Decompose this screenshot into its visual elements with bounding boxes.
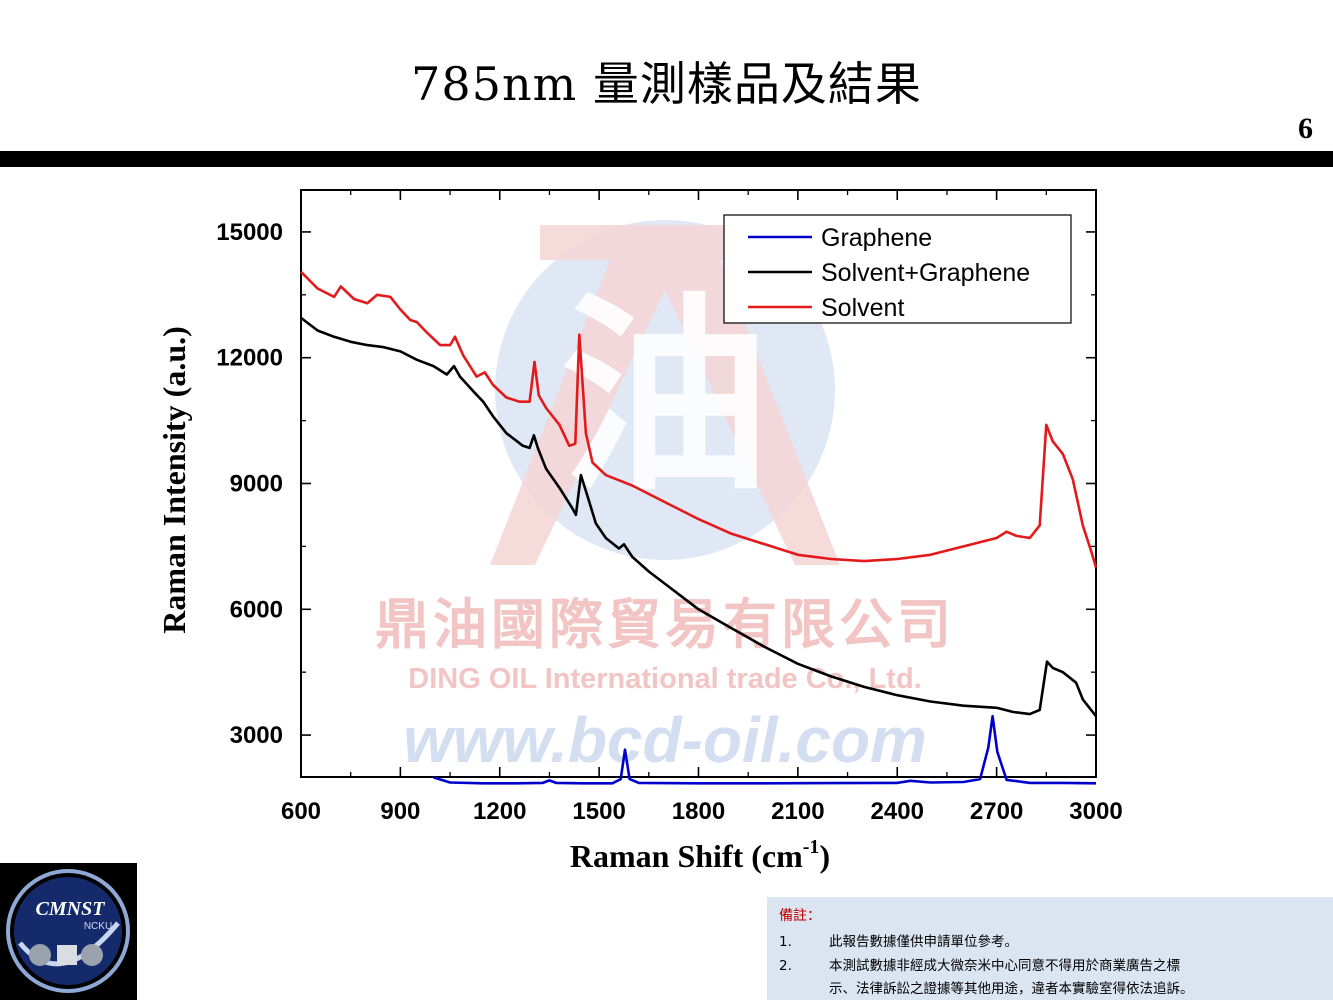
- y-tick-label: 15000: [216, 219, 283, 246]
- page-number: 6: [1298, 112, 1313, 145]
- legend-label-solvent: Solvent: [821, 294, 904, 322]
- x-axis-label: Raman Shift (cm-1): [570, 836, 830, 874]
- logo-subtext: NCKU: [84, 921, 112, 932]
- x-tick-label: 2700: [970, 798, 1023, 825]
- watermark-company-zh: 鼎油國際貿易有限公司: [375, 593, 955, 656]
- y-tick-label: 3000: [230, 722, 283, 749]
- x-tick-label: 1500: [572, 798, 625, 825]
- x-tick-label: 600: [281, 798, 321, 825]
- note-item-number: 1.: [779, 934, 792, 950]
- y-axis-label: Raman Intensity (a.u.): [156, 326, 192, 634]
- series-layer: [300, 270, 1098, 785]
- watermark-website: www.bcd-oil.com: [403, 704, 927, 776]
- y-tick-label: 12000: [216, 345, 283, 372]
- slide-title: 785nm 量測樣品及結果: [411, 57, 922, 111]
- disclaimer-note: 備註： 1. 此報告數據僅供申請單位參考。 2. 本測試數據非經成大微奈米中心同意不…: [767, 897, 1333, 1000]
- logo-outer-ring: [6, 869, 130, 993]
- series-line-solvent: [300, 270, 1098, 568]
- x-tick-label: 2100: [771, 798, 824, 825]
- legend-label-graphene: Graphene: [821, 224, 932, 252]
- watermark-company-en: DING OIL International trade Co., Ltd.: [408, 663, 921, 695]
- note-item: 1. 此報告數據僅供申請單位參考。: [779, 930, 1324, 950]
- x-tick-label: 2400: [871, 798, 924, 825]
- legend: Graphene Solvent+Graphene Solvent: [723, 214, 1072, 324]
- x-tick-label: 1200: [473, 798, 526, 825]
- note-item-text: 本測試數據非經成大微奈米中心同意不得用於商業廣告之標: [829, 958, 1180, 974]
- x-tick-label: 1800: [672, 798, 725, 825]
- y-tick-label: 9000: [230, 471, 283, 498]
- x-axis-label-main: Raman Shift (cm: [570, 838, 803, 874]
- note-heading: 備註：: [779, 908, 821, 924]
- watermark-emblem-shape: [490, 225, 840, 565]
- x-tick-label: 900: [380, 798, 420, 825]
- title-rule: [0, 151, 1333, 167]
- logo-icon-left: [29, 944, 51, 966]
- logo-text: CMNST: [36, 898, 106, 920]
- tick-labels: 600 900 1200 1500 1800 2100 2400 2700 3000 3000 60…: [216, 219, 1122, 825]
- logo-icon-middle: [57, 945, 77, 965]
- note-item-text: 此報告數據僅供申請單位參考。: [829, 934, 1018, 950]
- series-line-solvent-graphene: [300, 316, 1098, 718]
- series-line-graphene: [433, 714, 1097, 785]
- x-axis-label-sup: -1: [803, 836, 820, 858]
- note-item-number: 2.: [779, 958, 792, 974]
- note-item-continuation: 示、法律訴訟之證據等其他用途，違者本實驗室得依法追訴。: [829, 981, 1194, 997]
- note-item: 2. 本測試數據非經成大微奈米中心同意不得用於商業廣告之標: [779, 954, 1324, 974]
- legend-box: [723, 214, 1072, 324]
- y-tick-label: 6000: [230, 596, 283, 623]
- cmnst-logo: CMNST NCKU: [0, 863, 137, 1000]
- axis-ticks: [300, 189, 1097, 778]
- x-axis-label-end: ): [819, 838, 830, 874]
- x-tick-label: 3000: [1069, 798, 1122, 825]
- legend-label-solvent-graphene: Solvent+Graphene: [821, 259, 1030, 287]
- logo-icon-right: [81, 944, 103, 966]
